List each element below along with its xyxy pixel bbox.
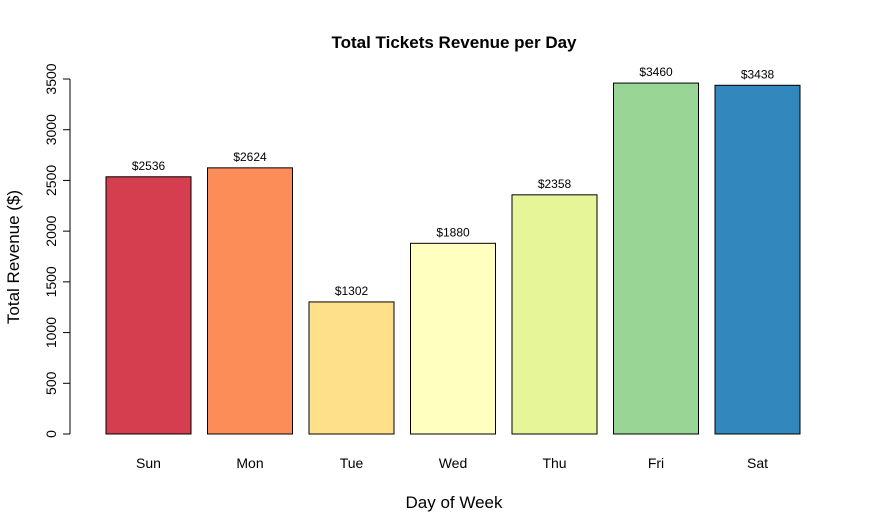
- bar-thu: [511, 194, 598, 435]
- y-tick-label: 1500: [43, 266, 59, 297]
- y-tick-label: 3500: [43, 63, 59, 94]
- y-tick-label: 3000: [43, 114, 59, 145]
- y-tick-label: 1000: [43, 317, 59, 348]
- bar-sun: [105, 176, 192, 435]
- y-tick-label: 2000: [43, 215, 59, 246]
- x-tick-label: Wed: [439, 455, 468, 471]
- bar-mon: [207, 167, 293, 435]
- bar-sat: [714, 84, 801, 435]
- data-label: $3460: [639, 65, 673, 79]
- data-label: $3438: [741, 67, 775, 81]
- data-label: $2358: [538, 177, 572, 191]
- x-tick-label: Thu: [542, 455, 566, 471]
- y-axis-title: Total Revenue ($): [4, 190, 23, 324]
- data-label: $2624: [233, 150, 267, 164]
- chart-title: Total Tickets Revenue per Day: [331, 33, 577, 52]
- x-axis-title: Day of Week: [405, 493, 503, 512]
- x-tick-label: Fri: [648, 455, 664, 471]
- data-label: $1302: [335, 284, 369, 298]
- y-tick-label: 0: [43, 430, 59, 438]
- bar-wed: [410, 242, 496, 435]
- y-axis: 0 500 1000 1500 2000 2500 3000 3500: [43, 63, 71, 438]
- bars-group: $2536 Sun $2624 Mon $1302 Tue $1880 Wed $2358 Thu…: [105, 65, 801, 471]
- x-tick-label: Sun: [136, 455, 161, 471]
- data-label: $1880: [436, 225, 470, 239]
- x-tick-label: Tue: [340, 455, 364, 471]
- data-label: $2536: [132, 159, 166, 173]
- y-tick-label: 2500: [43, 165, 59, 196]
- bar-tue: [308, 301, 395, 435]
- x-tick-label: Mon: [236, 455, 263, 471]
- x-tick-label: Sat: [747, 455, 768, 471]
- bar-fri: [613, 82, 699, 435]
- y-tick-label: 500: [43, 371, 59, 395]
